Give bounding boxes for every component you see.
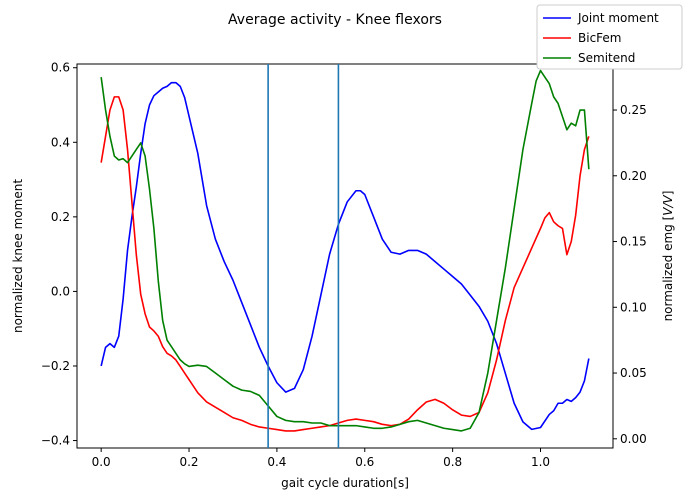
y-left-tick-label: 0.2: [51, 210, 70, 224]
y-right-label-prefix: normalized emg [: [661, 216, 675, 322]
series-lines: [100, 69, 590, 432]
series-line-3: [100, 69, 590, 432]
y-right-tick-label: 0.05: [620, 366, 647, 380]
y-right-tick-label: 0.10: [620, 300, 647, 314]
x-tick-label: 0.2: [179, 455, 198, 469]
y-left-tick-label: 0.6: [51, 61, 70, 75]
x-tick-label: 0.8: [443, 455, 462, 469]
legend-entry-label: BicFem: [578, 31, 621, 45]
vertical-markers: [267, 64, 340, 448]
y-right-label-suffix: ]: [661, 191, 675, 196]
y-right-tick-label: 0.25: [620, 103, 647, 117]
y-right-label-unit: V/V: [661, 194, 675, 215]
legend-entry-label: Semitend: [578, 51, 635, 65]
y-left-tick-label: 0.4: [51, 135, 70, 149]
y-right-tick-label: 0.15: [620, 235, 647, 249]
y-right-axis-label: normalized emg [V/V]: [661, 191, 675, 322]
chart-title: Average activity - Knee flexors: [228, 12, 442, 28]
x-tick-label: 0.0: [92, 455, 111, 469]
x-tick-label: 0.4: [267, 455, 286, 469]
y-left-axis-label: normalized knee moment: [11, 179, 25, 333]
y-right-tick-label: 0.00: [620, 432, 647, 446]
y-right-tick-label: 0.20: [620, 169, 647, 183]
legend-box: [536, 4, 683, 70]
y-left-tick-label: 0.0: [51, 284, 70, 298]
series-line-2: [100, 96, 590, 432]
plot-frame: [76, 63, 614, 449]
y-left-tick-label: −0.2: [41, 359, 70, 373]
x-axis-label: gait cycle duration[s]: [281, 476, 409, 490]
y-left-tick-label: −0.4: [41, 434, 70, 448]
series-line-1: [100, 81, 590, 431]
axis-ticks: 0.0 0.2 0.4 0.6 0.8 1.0 −0.4 −0.2 0.0 0.2 0.4 0.6 0.…: [41, 61, 647, 469]
legend-entry-label: Joint moment: [577, 11, 659, 25]
legend: Joint moment BicFem Semitend: [536, 4, 683, 70]
x-tick-label: 1.0: [531, 455, 550, 469]
x-tick-label: 0.6: [355, 455, 374, 469]
